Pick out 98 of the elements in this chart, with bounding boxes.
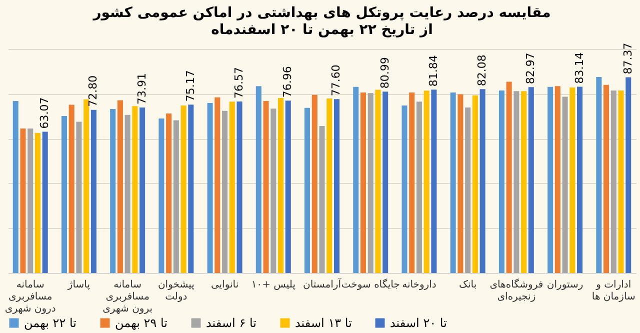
data-label: 77.60 — [330, 64, 343, 96]
bar — [353, 86, 359, 273]
bar — [173, 120, 179, 273]
legend-label: تا ۲۲ بهمن — [24, 316, 76, 330]
chart-subtitle: از تاریخ ۲۲ بهمن تا ۲۰ اسفندماه — [211, 22, 433, 38]
bar — [382, 92, 388, 273]
bar — [604, 84, 610, 273]
bar — [334, 99, 340, 273]
bar — [132, 106, 138, 273]
data-label: 83.14 — [572, 52, 586, 84]
bar — [12, 100, 18, 273]
bar — [548, 86, 554, 273]
bar — [450, 92, 456, 273]
legend-label: تا ۲۰ اسفند — [390, 316, 447, 330]
bar — [521, 91, 527, 273]
x-tick-label: پاساژ — [66, 280, 90, 290]
bar — [528, 87, 534, 273]
bar — [278, 98, 284, 273]
data-label: 81.84 — [426, 55, 440, 87]
bar — [207, 102, 213, 273]
bar — [312, 94, 318, 273]
bar — [402, 105, 408, 273]
x-tick-label: سامانه مسافربری برون شهری — [102, 280, 153, 314]
bar — [506, 82, 512, 273]
legend-label: تا ۶ اسفند — [206, 316, 256, 330]
bar — [68, 104, 74, 273]
x-tick-label: نانوایی — [210, 280, 239, 290]
bar — [618, 90, 624, 273]
bar — [409, 92, 415, 273]
x-tick-label: فروشگاه‌های زنجیره‌ای — [490, 278, 544, 302]
data-label: 76.96 — [281, 66, 294, 98]
bar — [61, 116, 67, 273]
bar — [562, 96, 568, 273]
bar — [326, 98, 332, 273]
x-tick-label: سامانه مسافربری درون شهری — [4, 280, 56, 314]
bar — [375, 90, 381, 273]
bar — [360, 92, 366, 273]
x-tick-label: جایگاه سوخت — [341, 278, 400, 290]
data-label: 82.97 — [524, 52, 538, 84]
data-label: 80.99 — [378, 57, 392, 89]
data-label: 63.07 — [38, 97, 52, 129]
x-tick-label: ادارات و سازمان ها — [592, 280, 636, 302]
legend-label: تا ۱۳ اسفند — [295, 316, 352, 330]
bar — [90, 110, 96, 273]
bar — [570, 88, 576, 273]
chart-title: مقایسه درصد رعایت پروتکل های بهداشتی در اماکن عمومی کشور — [92, 4, 551, 21]
bar — [304, 108, 310, 273]
x-tick-label: پلیس +۱۰ — [251, 280, 296, 290]
bar — [140, 107, 146, 273]
bar — [610, 90, 616, 273]
bar — [110, 109, 116, 273]
bar — [214, 97, 220, 273]
bar — [20, 128, 26, 273]
x-tick-label: آرامستان — [302, 278, 342, 290]
bar — [285, 100, 291, 273]
bar — [34, 133, 40, 273]
bar — [431, 90, 437, 273]
bar — [498, 90, 504, 273]
bar — [158, 118, 164, 273]
bar — [626, 77, 632, 273]
bar — [236, 101, 242, 273]
bar — [124, 114, 130, 273]
data-label: 73.91 — [135, 72, 148, 104]
bar — [117, 100, 123, 273]
bar — [229, 102, 235, 273]
bar — [416, 102, 422, 273]
data-label: 76.57 — [232, 66, 246, 98]
data-label: 75.17 — [184, 70, 197, 102]
data-label: 87.37 — [621, 42, 634, 74]
x-tick-label: پیشخوان دولت — [158, 280, 195, 302]
bar — [28, 128, 34, 273]
data-label: 72.80 — [86, 75, 100, 107]
bar — [577, 86, 583, 273]
bar — [188, 104, 194, 273]
x-tick-label: داروخانه — [402, 280, 436, 290]
x-tick-label: رستوران — [546, 280, 584, 290]
bar — [480, 89, 486, 273]
bar — [76, 122, 82, 273]
bar — [270, 108, 276, 273]
bar — [84, 99, 90, 273]
legend-label: تا ۲۹ بهمن — [115, 316, 168, 330]
x-tick-label: بانک — [459, 280, 477, 290]
bar — [424, 90, 430, 273]
bar — [180, 105, 186, 273]
bar — [222, 110, 228, 273]
bar — [458, 94, 464, 273]
data-label: 82.08 — [476, 54, 489, 86]
bar — [166, 114, 172, 273]
bar — [319, 126, 325, 273]
bar — [596, 77, 602, 273]
bar — [42, 132, 48, 273]
bar — [554, 86, 560, 273]
bar — [368, 93, 374, 273]
bar — [465, 107, 471, 273]
bar — [472, 95, 478, 273]
bar — [514, 91, 520, 273]
bar — [263, 100, 269, 273]
bar — [256, 86, 262, 273]
